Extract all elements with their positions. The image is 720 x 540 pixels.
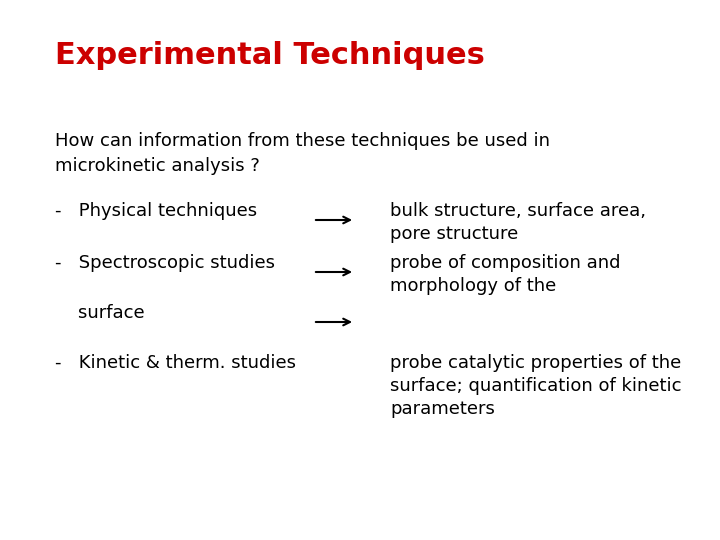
- Text: parameters: parameters: [390, 400, 495, 418]
- Text: surface: surface: [55, 304, 145, 322]
- Text: surface; quantification of kinetic: surface; quantification of kinetic: [390, 377, 682, 395]
- Text: How can information from these techniques be used in: How can information from these technique…: [55, 132, 550, 150]
- Text: -   Spectroscopic studies: - Spectroscopic studies: [55, 254, 275, 272]
- Text: microkinetic analysis ?: microkinetic analysis ?: [55, 157, 260, 175]
- Text: morphology of the: morphology of the: [390, 277, 557, 295]
- Text: probe of composition and: probe of composition and: [390, 254, 621, 272]
- Text: -   Physical techniques: - Physical techniques: [55, 202, 257, 220]
- Text: pore structure: pore structure: [390, 225, 518, 243]
- Text: bulk structure, surface area,: bulk structure, surface area,: [390, 202, 646, 220]
- Text: -   Kinetic & therm. studies: - Kinetic & therm. studies: [55, 354, 296, 372]
- Text: probe catalytic properties of the: probe catalytic properties of the: [390, 354, 681, 372]
- Text: Experimental Techniques: Experimental Techniques: [55, 41, 485, 70]
